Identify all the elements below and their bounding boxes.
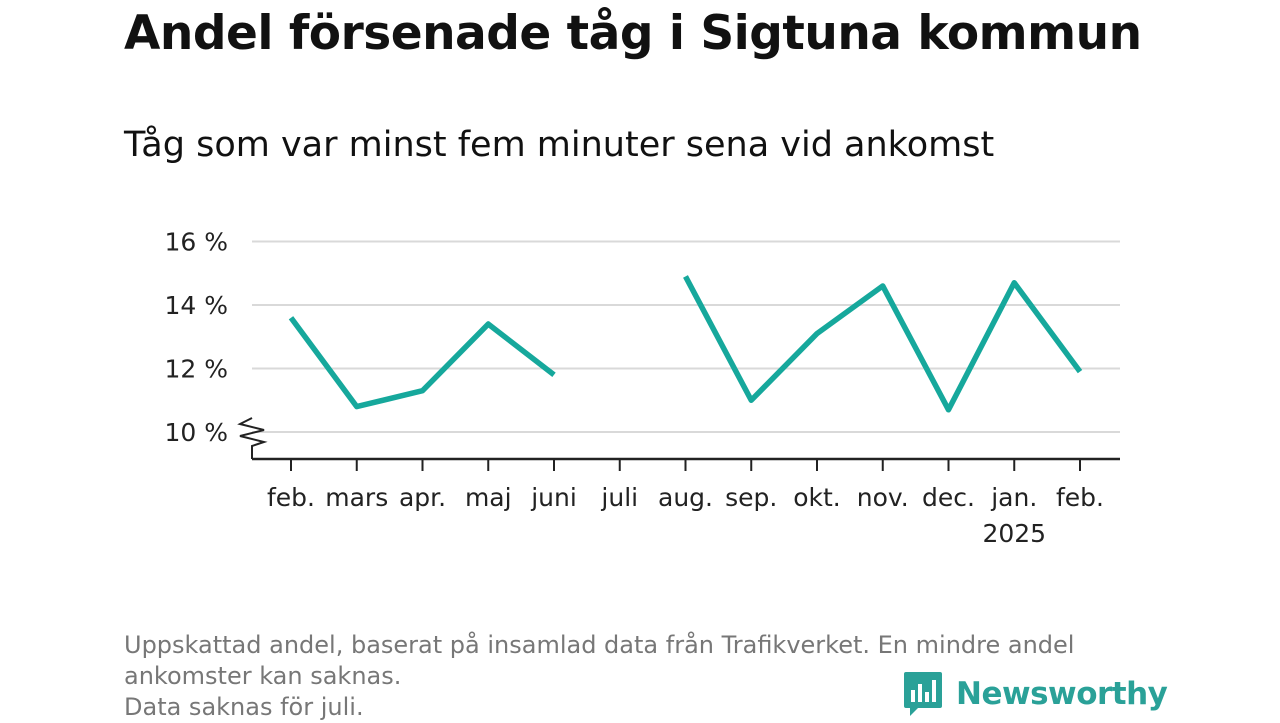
x-tick-label: feb. <box>1056 483 1104 512</box>
footnote-line-3: Data saknas för juli. <box>124 693 364 721</box>
x-tick-label: dec. <box>922 483 975 512</box>
footnote-line-1: Uppskattad andel, baserat på insamlad da… <box>124 631 1075 659</box>
footnote: Uppskattad andel, baserat på insamlad da… <box>124 630 1164 723</box>
x-tick-label: okt. <box>793 483 841 512</box>
x-tick-label: sep. <box>725 483 777 512</box>
chart-title: Andel försenade tåg i Sigtuna kommun <box>124 6 1142 61</box>
y-axis-tick-labels: 10 % 12 % 14 % 16 % <box>164 228 228 448</box>
x-tick-sublabel-year: 2025 <box>982 519 1046 548</box>
y-tick-label: 16 % <box>164 228 228 257</box>
y-axis-break-marker <box>237 417 268 459</box>
bar-chart-bubble-icon <box>904 672 942 716</box>
footnote-line-2: ankomster kan saknas. <box>124 662 402 690</box>
y-tick-label: 12 % <box>164 355 228 384</box>
brand-logo: Newsworthy <box>902 670 1168 718</box>
grid-lines <box>252 240 1120 433</box>
series-lines <box>288 275 1083 413</box>
x-tick-label: maj <box>465 483 512 512</box>
x-tick-label: mars <box>325 483 388 512</box>
y-tick-label: 14 % <box>164 291 228 320</box>
x-tick-label: feb. <box>267 483 315 512</box>
line-chart: 10 % 12 % 14 % 16 % feb. mars apr. maj juni juli… <box>164 228 1120 548</box>
x-tick-label: juli <box>600 483 638 512</box>
y-tick-label: 10 % <box>164 418 228 447</box>
x-axis <box>237 417 1120 471</box>
x-tick-label: juni <box>530 483 577 512</box>
chart-subtitle: Tåg som var minst fem minuter sena vid a… <box>124 125 995 165</box>
series-line-segment <box>288 316 556 410</box>
x-tick-label: apr. <box>399 483 446 512</box>
x-axis-tick-labels: feb. mars apr. maj juni juli aug. sep. okt. nov. d… <box>267 483 1104 548</box>
brand-name: Newsworthy <box>956 676 1168 712</box>
series-line-segment <box>683 275 1083 413</box>
x-tick-label: jan. <box>990 483 1037 512</box>
x-tick-label: nov. <box>857 483 909 512</box>
x-tick-label: aug. <box>658 483 713 512</box>
